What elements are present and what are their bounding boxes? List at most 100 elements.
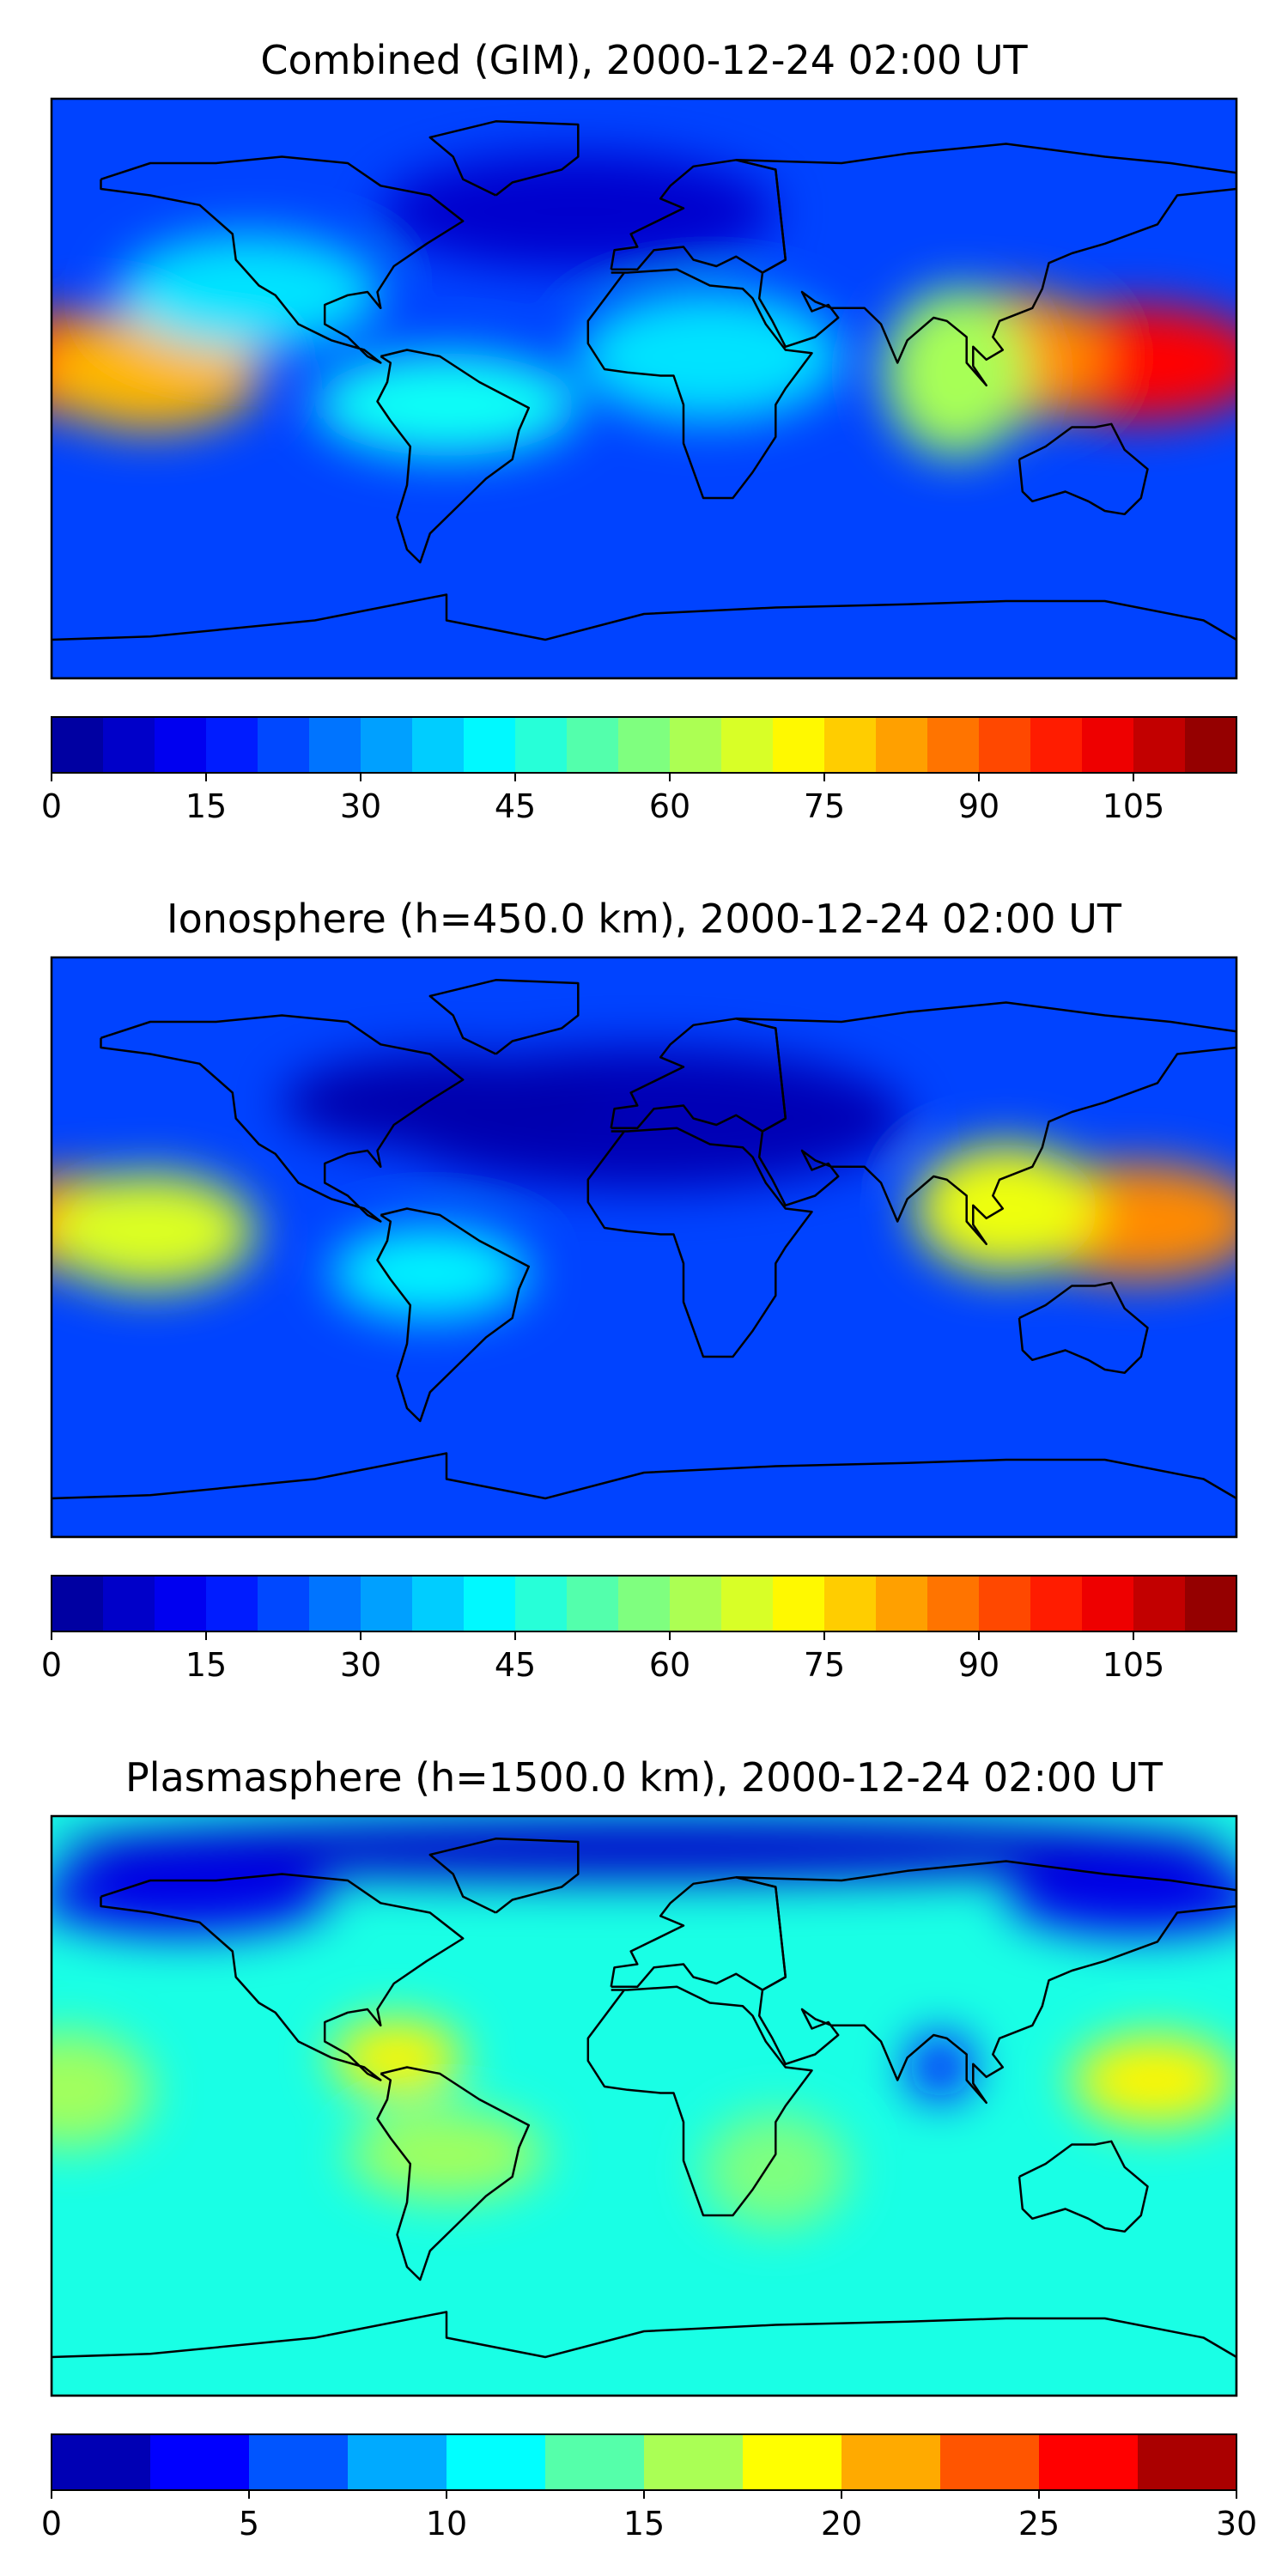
colorbar-segment [155, 1576, 207, 1631]
field-hotspot [52, 1857, 331, 1935]
field-hotspot [907, 2035, 974, 2099]
colorbar-frame [51, 1575, 1237, 1632]
colorbar-tick-label: 60 [649, 787, 690, 825]
colorbar-segment [1030, 717, 1083, 773]
colorbar-tick-label: 105 [1103, 787, 1165, 825]
colorbar-segment [1185, 1576, 1237, 1631]
colorbar-segment [447, 2434, 546, 2490]
field-hotspot [52, 1173, 256, 1290]
colorbar-tick-label: 105 [1103, 1646, 1165, 1684]
coastline [428, 979, 580, 1055]
coastline [586, 1127, 813, 1358]
field-hotspot [1072, 2035, 1236, 2125]
colorbar-tick-label: 25 [1018, 2505, 1060, 2543]
colorbar-segment [743, 2434, 842, 2490]
colorbar-segment [670, 1576, 722, 1631]
field-hotspot [703, 2112, 848, 2228]
colorbar-tick-label: 0 [41, 787, 62, 825]
colorbar-tick-label: 5 [239, 2505, 259, 2543]
field-hotspot [884, 289, 1030, 457]
colorbar-segment [309, 717, 361, 773]
coastline [100, 1873, 465, 2081]
colorbar: 0 5 10 15 20 25 30 [41, 2433, 1257, 2543]
colorbar-segment [52, 2434, 151, 2490]
colorbar-segment [206, 717, 258, 773]
colorbar-segment [927, 1576, 980, 1631]
coastline [100, 155, 465, 364]
colorbar-segment [824, 1576, 877, 1631]
colorbar-segment [1082, 1576, 1134, 1631]
colorbar-tick-label: 10 [426, 2505, 467, 2543]
coastline [586, 268, 813, 500]
colorbar-tick-label: 90 [958, 1646, 999, 1684]
map-frame [50, 956, 1238, 1539]
coastline [736, 1860, 1236, 2105]
colorbar-segment [545, 2434, 645, 2490]
colorbar-segment [979, 1576, 1031, 1631]
colorbar-segment [348, 2434, 447, 2490]
field-hotspot [52, 2032, 150, 2148]
colorbar-segment [841, 2434, 941, 2490]
coastline [586, 1985, 813, 2217]
colorbar-tick-label: 20 [821, 2505, 862, 2543]
coastline [736, 1001, 1236, 1246]
panel-title: Ionosphere (h=450.0 km), 2000-12-24 02:0… [167, 896, 1122, 942]
field-hotspot [282, 1054, 611, 1151]
colorbar-segment [52, 717, 104, 773]
colorbar-segment [927, 717, 980, 773]
field-hotspot [578, 292, 841, 421]
colorbar-segment [361, 717, 413, 773]
colorbar-segment [258, 1576, 310, 1631]
colorbar-tick-label: 60 [649, 1646, 690, 1684]
colorbar-segment [979, 717, 1031, 773]
colorbar-segment [515, 717, 568, 773]
coastline [376, 2066, 531, 2281]
colorbar-segment [249, 2434, 349, 2490]
map-area [50, 1814, 1238, 2397]
colorbar-segment [103, 1576, 155, 1631]
coastline [1018, 2140, 1149, 2233]
colorbar-segment [150, 2434, 250, 2490]
colorbar-segment [567, 1576, 619, 1631]
colorbar-segment [773, 1576, 825, 1631]
field-hotspot [331, 2019, 464, 2097]
colorbar-segment [567, 717, 619, 773]
coastline [428, 1838, 580, 1914]
colorbar-tick-label: 45 [495, 1646, 536, 1684]
colorbar-tick-label: 45 [495, 787, 536, 825]
colorbar-segment [52, 1576, 104, 1631]
colorbar: 0 15 30 45 60 75 90 105 [41, 1575, 1237, 1684]
colorbar-segment [644, 2434, 744, 2490]
field-hotspot [914, 1144, 1098, 1273]
colorbar-segment [515, 1576, 568, 1631]
colorbar-segment [618, 1576, 671, 1631]
panel-plasmasphere: Plasmasphere (h=1500.0 km), 2000-12-24 0… [41, 1754, 1257, 2543]
colorbar-segment [876, 1576, 928, 1631]
colorbar-tick-label: 30 [340, 787, 381, 825]
colorbar-tick-label: 0 [41, 1646, 62, 1684]
colorbar-segment [155, 717, 207, 773]
colorbar-segment [1039, 2434, 1139, 2490]
field-hotspot [52, 1816, 1236, 1880]
colorbar-segment [940, 2434, 1040, 2490]
coastline [1018, 422, 1149, 516]
colorbar-segment [824, 717, 877, 773]
colorbar-segment [1185, 717, 1237, 773]
panel-combined: Combined (GIM), 2000-12-24 02:00 UT 0 15 3… [41, 37, 1238, 825]
map-frame [50, 97, 1238, 680]
colorbar-tick-label: 15 [185, 1646, 227, 1684]
colorbar-tick-label: 75 [804, 1646, 845, 1684]
panel-title: Combined (GIM), 2000-12-24 02:00 UT [260, 37, 1028, 83]
coastline [736, 143, 1236, 387]
coastline [376, 1207, 531, 1423]
colorbar-segment [1030, 1576, 1083, 1631]
field-hotspot [380, 153, 776, 270]
colorbar-segment [412, 717, 465, 773]
colorbar-tick-label: 15 [623, 2505, 665, 2543]
colorbar-segment [1133, 717, 1186, 773]
colorbar-segment [773, 717, 825, 773]
panel-title: Plasmasphere (h=1500.0 km), 2000-12-24 0… [125, 1754, 1163, 1801]
map-area [50, 97, 1238, 680]
colorbar-tick-label: 75 [804, 787, 845, 825]
colorbar-tick-label: 30 [340, 1646, 381, 1684]
